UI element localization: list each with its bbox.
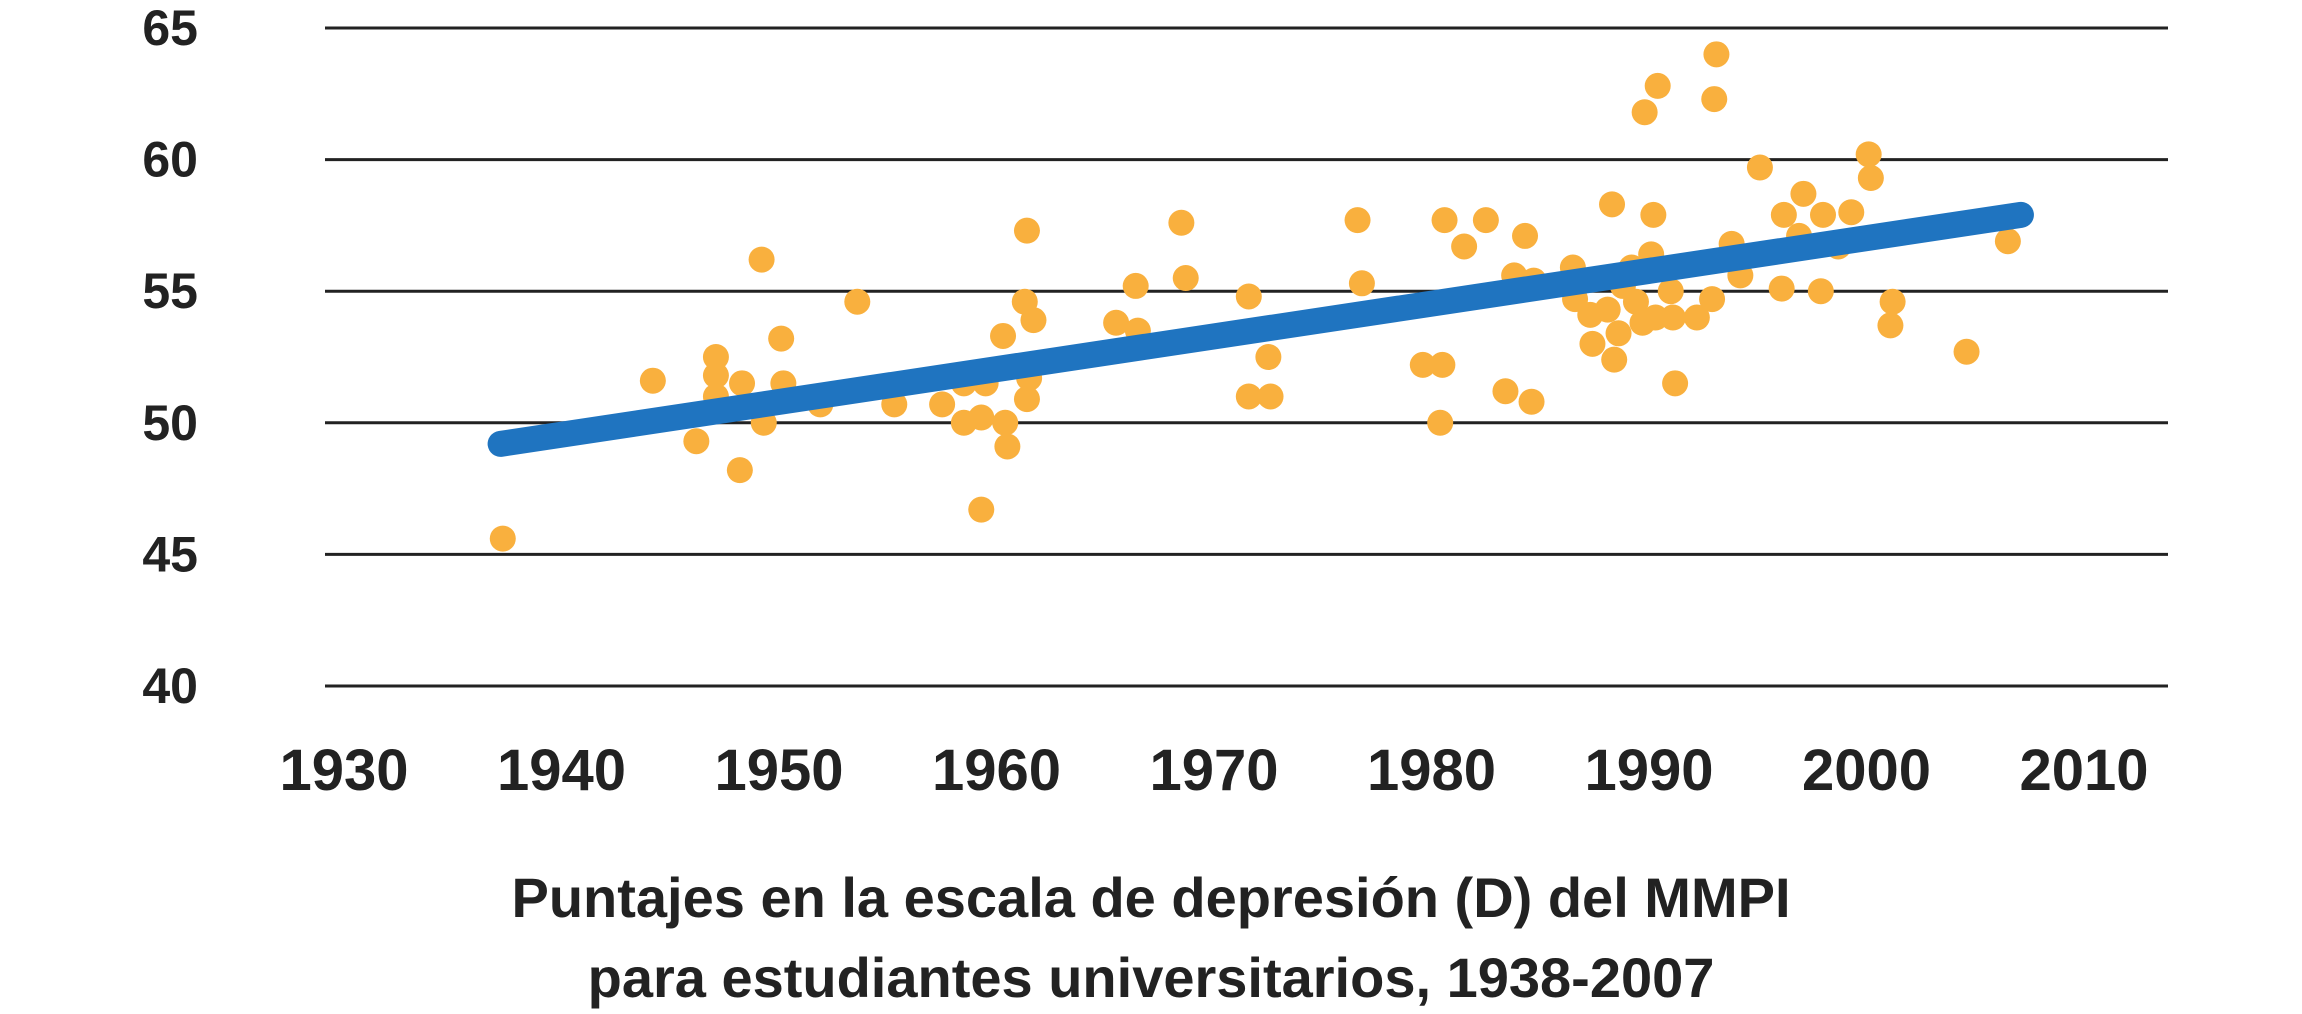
data-point-10 xyxy=(768,325,795,352)
data-point-68 xyxy=(1657,278,1684,305)
data-point-46 xyxy=(1492,378,1519,405)
data-point-8 xyxy=(748,246,775,273)
data-point-87 xyxy=(1857,165,1884,192)
data-point-54 xyxy=(1579,330,1606,357)
data-point-21 xyxy=(990,322,1017,349)
y-axis-tick-labels: 40 45 50 55 60 65 xyxy=(142,0,198,714)
data-point-34 xyxy=(1235,283,1262,310)
y-tick-label-55: 55 xyxy=(142,263,198,319)
data-point-83 xyxy=(1810,201,1836,228)
data-point-86 xyxy=(1855,141,1882,168)
data-points xyxy=(489,41,2021,552)
data-point-44 xyxy=(1451,233,1478,260)
data-point-0 xyxy=(489,525,516,552)
x-tick-label-1980: 1980 xyxy=(1367,738,1496,803)
data-point-88 xyxy=(1877,312,1904,339)
data-point-1 xyxy=(639,367,666,394)
data-point-70 xyxy=(1662,370,1689,397)
y-tick-label-45: 45 xyxy=(142,526,198,582)
x-tick-label-1930: 1930 xyxy=(279,738,408,803)
data-point-38 xyxy=(1344,207,1371,234)
data-point-7 xyxy=(729,370,756,397)
data-point-40 xyxy=(1409,351,1436,378)
y-tick-label-65: 65 xyxy=(142,0,198,56)
data-point-71 xyxy=(1683,304,1710,331)
data-point-35 xyxy=(1235,383,1262,410)
x-tick-label-1960: 1960 xyxy=(932,738,1061,803)
data-point-65 xyxy=(1640,201,1667,228)
data-point-22 xyxy=(992,409,1019,436)
data-point-61 xyxy=(1622,288,1649,315)
data-point-43 xyxy=(1431,207,1458,234)
x-tick-label-1990: 1990 xyxy=(1584,738,1713,803)
data-point-26 xyxy=(1013,386,1040,413)
x-tick-label-2010: 2010 xyxy=(2019,738,2148,803)
data-point-57 xyxy=(1601,346,1628,373)
data-point-13 xyxy=(844,288,871,315)
data-point-74 xyxy=(1703,41,1730,68)
data-point-32 xyxy=(1168,209,1195,236)
data-point-82 xyxy=(1807,278,1834,305)
data-point-30 xyxy=(1122,272,1149,299)
data-point-77 xyxy=(1746,154,1773,181)
data-point-45 xyxy=(1472,207,1499,234)
x-tick-label-1950: 1950 xyxy=(714,738,843,803)
x-tick-label-2000: 2000 xyxy=(1802,738,1931,803)
data-point-36 xyxy=(1255,344,1282,370)
data-point-42 xyxy=(1429,351,1456,378)
data-point-19 xyxy=(968,404,995,431)
data-point-49 xyxy=(1518,388,1545,415)
chart-caption-line-2: para estudiantes universitarios, 1938-20… xyxy=(587,946,1715,1009)
trend-line-layer xyxy=(487,201,2034,457)
data-point-4 xyxy=(702,362,729,389)
data-point-15 xyxy=(929,391,956,418)
data-point-90 xyxy=(1953,338,1980,365)
data-point-29 xyxy=(1103,309,1130,336)
data-point-6 xyxy=(726,457,753,484)
trend-line xyxy=(487,201,2034,457)
y-tick-label-60: 60 xyxy=(142,132,198,188)
data-point-78 xyxy=(1768,275,1795,302)
data-point-48 xyxy=(1512,222,1539,249)
data-point-41 xyxy=(1427,409,1454,436)
data-point-23 xyxy=(994,433,1021,460)
data-point-58 xyxy=(1605,320,1632,347)
data-point-18 xyxy=(968,496,995,523)
data-point-63 xyxy=(1631,99,1658,126)
x-tick-label-1970: 1970 xyxy=(1149,738,1278,803)
data-point-85 xyxy=(1838,199,1865,226)
data-point-73 xyxy=(1701,86,1728,113)
data-point-3 xyxy=(702,344,729,370)
data-point-56 xyxy=(1599,191,1626,218)
x-axis-tick-labels: 1930 1940 1950 1960 1970 1980 1990 2000 2010 xyxy=(279,738,2148,803)
chart-caption-line-1: Puntajes en la escala de depresión (D) d… xyxy=(511,866,1791,929)
data-point-89 xyxy=(1879,288,1906,315)
gridlines xyxy=(325,26,2168,688)
data-point-67 xyxy=(1644,72,1671,99)
data-point-28 xyxy=(1020,307,1047,334)
data-point-33 xyxy=(1172,265,1199,292)
data-point-2 xyxy=(683,428,710,455)
data-point-81 xyxy=(1790,180,1817,207)
data-point-79 xyxy=(1770,201,1797,228)
data-point-55 xyxy=(1594,296,1621,323)
data-point-91 xyxy=(1994,228,2021,255)
data-point-37 xyxy=(1257,383,1284,410)
data-point-25 xyxy=(1013,217,1040,244)
x-tick-label-1940: 1940 xyxy=(497,738,626,803)
data-point-72 xyxy=(1699,286,1726,313)
data-point-69 xyxy=(1659,304,1686,331)
data-point-39 xyxy=(1348,270,1375,297)
y-tick-label-50: 50 xyxy=(142,395,198,451)
y-tick-label-40: 40 xyxy=(142,658,198,714)
